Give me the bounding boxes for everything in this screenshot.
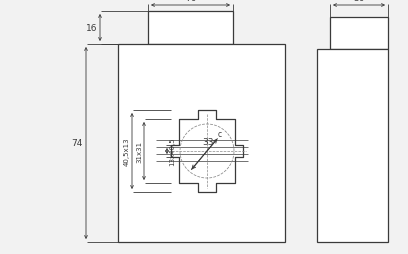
Bar	[118, 45, 285, 242]
Bar	[330, 18, 388, 50]
Text: 70: 70	[185, 0, 196, 3]
Bar	[317, 50, 388, 242]
Text: 31x31: 31x31	[136, 140, 142, 162]
Text: 13x40,5: 13x40,5	[169, 137, 175, 166]
Bar	[148, 12, 233, 45]
Text: 30: 30	[353, 0, 365, 3]
Bar	[148, 12, 233, 45]
Text: c: c	[218, 130, 222, 138]
Text: 16: 16	[86, 24, 97, 33]
Bar	[118, 45, 285, 242]
Text: 33: 33	[202, 137, 213, 146]
Text: 40,5x13: 40,5x13	[124, 137, 130, 166]
Bar	[317, 50, 388, 242]
Text: 74: 74	[72, 139, 83, 148]
